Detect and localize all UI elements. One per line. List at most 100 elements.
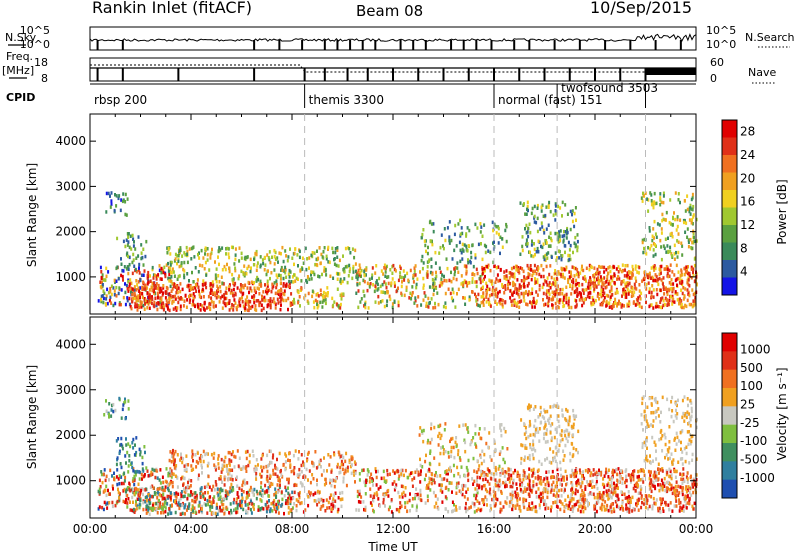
velocity-pixel bbox=[484, 477, 487, 481]
velocity-pixel bbox=[253, 487, 256, 492]
velocity-pixel bbox=[210, 500, 213, 505]
power-pixel bbox=[581, 264, 583, 269]
velocity-pixel bbox=[211, 511, 214, 515]
power-pixel bbox=[535, 280, 537, 284]
velocity-pixel bbox=[148, 493, 151, 497]
velocity-pixel bbox=[339, 497, 342, 502]
velocity-pixel bbox=[136, 497, 139, 501]
velocity-pixel bbox=[237, 464, 240, 468]
power-pixel bbox=[215, 279, 218, 284]
velocity-pixel bbox=[171, 484, 174, 489]
velocity-pixel bbox=[401, 492, 404, 496]
power-pixel bbox=[140, 273, 143, 277]
power-pixel bbox=[674, 278, 677, 283]
power-pixel bbox=[679, 218, 682, 222]
power-pixel bbox=[529, 292, 532, 296]
velocity-pixel bbox=[444, 449, 447, 454]
power-pixel bbox=[254, 307, 257, 312]
power-pixel bbox=[530, 277, 533, 282]
velocity-pixel bbox=[244, 466, 247, 470]
power-pixel bbox=[181, 287, 184, 292]
power-pixel bbox=[179, 289, 182, 294]
velocity-pixel bbox=[465, 509, 468, 514]
power-pixel bbox=[248, 304, 251, 309]
velocity-pixel bbox=[209, 508, 212, 512]
power-pixel bbox=[495, 277, 498, 281]
velocity-pixel bbox=[213, 463, 216, 467]
power-pixel bbox=[499, 235, 502, 239]
power-pixel bbox=[113, 289, 116, 293]
power-pixel bbox=[135, 256, 138, 260]
power-pixel bbox=[207, 305, 210, 310]
velocity-pixel bbox=[378, 504, 381, 508]
power-pixel bbox=[560, 257, 563, 262]
velocity-pixel bbox=[627, 473, 630, 477]
power-pixel bbox=[450, 279, 453, 284]
power-pixel bbox=[315, 257, 318, 262]
velocity-pixel bbox=[286, 501, 289, 506]
velocity-pixel bbox=[637, 478, 640, 482]
velocity-pixel bbox=[116, 456, 119, 460]
power-pixel bbox=[186, 252, 189, 256]
power-pixel bbox=[249, 306, 252, 310]
power-pixel bbox=[686, 278, 689, 283]
power-pixel bbox=[343, 277, 346, 281]
velocity-pixel bbox=[129, 508, 132, 512]
power-pixel bbox=[255, 249, 258, 254]
power-pixel bbox=[279, 307, 282, 312]
velocity-pixel bbox=[251, 449, 254, 453]
power-pixel bbox=[293, 262, 295, 267]
power-pixel bbox=[666, 292, 669, 296]
velocity-pixel bbox=[110, 414, 113, 418]
velocity-pixel bbox=[317, 497, 320, 502]
velocity-pixel bbox=[345, 483, 348, 488]
power-pixel bbox=[665, 210, 668, 215]
power-pixel bbox=[387, 275, 390, 279]
power-pixel bbox=[425, 249, 427, 254]
power-pixel bbox=[386, 275, 388, 279]
power-pixel bbox=[662, 285, 665, 289]
power-pixel bbox=[403, 278, 406, 282]
velocity-pixel bbox=[339, 454, 342, 459]
power-pixel bbox=[160, 303, 163, 308]
power-pixel bbox=[530, 301, 533, 305]
power-pixel bbox=[265, 289, 267, 294]
velocity-pixel bbox=[253, 507, 255, 511]
velocity-pixel bbox=[217, 466, 220, 470]
power-pixel bbox=[251, 295, 254, 299]
power-pixel bbox=[410, 297, 413, 301]
velocity-pixel bbox=[581, 489, 584, 493]
power-pixel bbox=[446, 266, 449, 271]
velocity-pixel bbox=[571, 483, 574, 487]
velocity-pixel bbox=[334, 499, 337, 503]
velocity-pixel bbox=[250, 488, 253, 492]
power-pixel bbox=[317, 256, 320, 261]
power-pixel bbox=[254, 290, 257, 295]
velocity-pixel bbox=[215, 483, 218, 487]
power-pixel bbox=[626, 304, 629, 308]
power-pixel bbox=[399, 275, 402, 279]
velocity-pixel bbox=[149, 494, 152, 498]
velocity-pixel bbox=[214, 480, 217, 484]
power-pixel bbox=[201, 264, 204, 268]
power-pixel bbox=[134, 301, 137, 306]
velocity-pixel bbox=[649, 473, 652, 477]
power-pixel bbox=[687, 265, 689, 269]
power-pixel bbox=[198, 294, 201, 299]
power-pixel bbox=[347, 246, 350, 250]
power-pixel bbox=[384, 274, 387, 278]
velocity-pixel bbox=[426, 469, 429, 473]
power-pixel bbox=[638, 265, 641, 270]
power-pixel bbox=[572, 250, 574, 255]
power-pixel bbox=[451, 287, 454, 291]
power-pixel bbox=[105, 274, 108, 279]
velocity-pixel bbox=[316, 503, 319, 507]
power-pixel bbox=[178, 274, 181, 278]
power-pixel bbox=[352, 270, 355, 274]
velocity-pixel bbox=[371, 503, 373, 507]
power-pixel bbox=[605, 285, 608, 289]
power-pixel bbox=[689, 237, 692, 242]
power-pixel bbox=[547, 244, 550, 248]
power-pixel bbox=[528, 291, 531, 296]
power-pixel bbox=[630, 276, 633, 280]
